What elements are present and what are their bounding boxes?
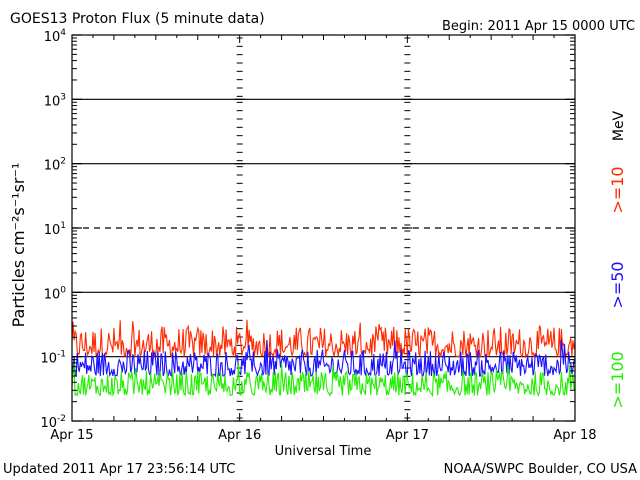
x-axis-label: Universal Time (275, 444, 372, 459)
legend-series-50: >=50 (608, 261, 627, 308)
legend-unit: MeV (611, 110, 627, 141)
y-tick-labels: 10-2 10-1 100 101 102 103 104 (40, 28, 66, 431)
legend-series-100: >=100 (608, 351, 627, 408)
x-tick-label: Apr 15 (50, 428, 93, 443)
reference-lines (72, 98, 575, 358)
x-tick-label: Apr 18 (553, 428, 596, 443)
y-tick-label: 100 (44, 285, 67, 302)
source-text: NOAA/SWPC Boulder, CO USA (444, 462, 637, 477)
begin-label: Begin: 2011 Apr 15 0000 UTC (442, 19, 635, 34)
x-tick-labels: Apr 15 Apr 16 Apr 17 Apr 18 (50, 428, 596, 443)
y-tick-label: 101 (44, 221, 66, 238)
x-tick-label: Apr 17 (386, 428, 429, 443)
series-line-10 (71, 319, 576, 359)
series-line-100 (71, 362, 576, 398)
y-tick-label: 102 (44, 157, 66, 174)
legend-series-10: >=10 (608, 166, 627, 213)
y-tick-label: 103 (44, 92, 66, 109)
updated-text: Updated 2011 Apr 17 23:56:14 UTC (3, 462, 235, 477)
y-tick-label: 10-2 (40, 414, 66, 431)
y-tick-label: 10-1 (40, 350, 66, 367)
y-axis-label: Particles cm⁻²s⁻¹sr⁻¹ (9, 163, 28, 328)
chart-title: GOES13 Proton Flux (5 minute data) (10, 11, 265, 27)
x-tick-label: Apr 16 (218, 428, 261, 443)
series-layer (71, 319, 576, 398)
y-tick-label: 104 (44, 28, 67, 45)
plot-frame (71, 34, 576, 422)
